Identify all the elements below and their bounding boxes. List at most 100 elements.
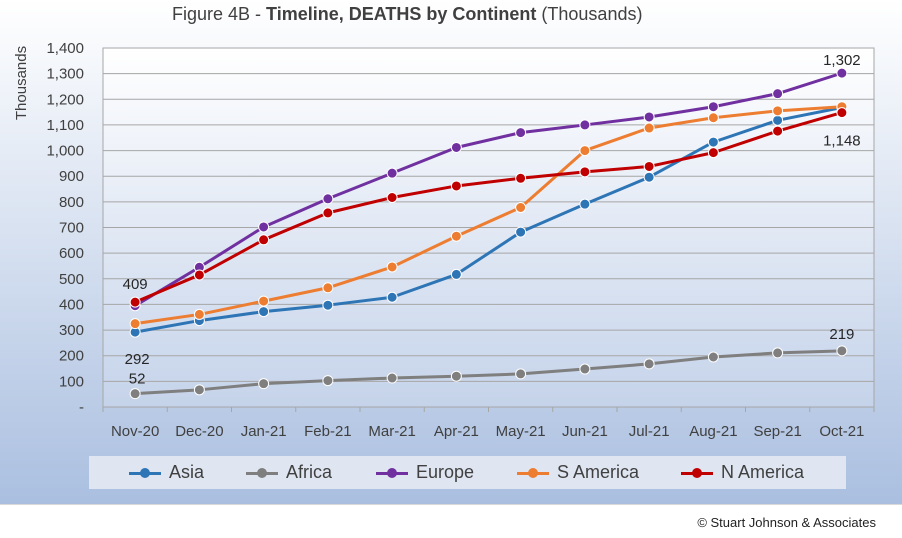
x-tick-label: Aug-21 (689, 423, 737, 440)
legend-label: Asia (169, 462, 205, 482)
data-point-n-america (450, 180, 462, 192)
legend-label: Africa (286, 462, 333, 482)
data-point-n-america (129, 296, 141, 308)
series-line-europe (134, 71, 843, 307)
series-lines (129, 67, 848, 400)
y-tick-label: 500 (59, 271, 84, 288)
legend-swatch (681, 466, 713, 480)
divider (0, 504, 902, 505)
data-point-n-america (836, 107, 848, 119)
data-point-africa (258, 378, 270, 390)
x-tick-label: Apr-21 (434, 423, 479, 440)
data-point-europe (772, 88, 784, 100)
title-bold: Timeline, DEATHS by Continent (266, 4, 537, 24)
data-point-n-america (193, 269, 205, 281)
data-label: 292 (125, 351, 150, 368)
series-line-s-america (134, 105, 842, 326)
data-point-africa (129, 388, 141, 400)
data-labels: 409 292 52 1,302 1,148 219 (123, 52, 861, 388)
data-point-n-america (322, 207, 334, 219)
data-point-asia (643, 171, 655, 183)
data-point-asia (579, 198, 591, 210)
data-point-asia (515, 226, 527, 238)
data-point-n-america (772, 125, 784, 137)
data-point-s-america (322, 282, 334, 294)
data-label: 1,302 (823, 52, 861, 69)
data-point-africa (450, 370, 462, 382)
data-point-africa (643, 358, 655, 370)
data-point-africa (772, 347, 784, 359)
y-tick-label: - (79, 399, 84, 416)
x-tick-label: Sep-21 (753, 423, 801, 440)
data-point-n-america (579, 166, 591, 178)
y-axis-ticks: - 100 200 300 400 500 600 700 800 900 1,000 1,100 1,… (46, 40, 84, 416)
legend-label: S America (557, 462, 640, 482)
x-tick-label: Jul-21 (629, 423, 670, 440)
legend-marker (140, 467, 150, 478)
data-point-s-america (450, 230, 462, 242)
data-point-n-america (643, 160, 655, 172)
data-point-s-america (193, 308, 205, 320)
data-point-asia (450, 268, 462, 280)
y-tick-label: 1,300 (46, 66, 84, 83)
data-point-africa (836, 345, 848, 357)
data-point-europe (579, 119, 591, 131)
x-tick-label: Mar-21 (368, 423, 416, 440)
data-point-africa (515, 368, 527, 380)
legend-marker (692, 467, 702, 478)
legend-swatch (376, 466, 408, 480)
legend-swatch (129, 466, 161, 480)
legend: Asia Africa Europe S America N America (89, 456, 846, 489)
series-line-asia (134, 106, 843, 334)
data-point-s-america (707, 112, 719, 124)
data-point-asia (386, 291, 398, 303)
data-point-europe (643, 111, 655, 123)
y-tick-label: 100 (59, 373, 84, 390)
legend-label: Europe (416, 462, 475, 482)
y-tick-label: 1,400 (46, 40, 84, 57)
data-point-s-america (258, 295, 270, 307)
data-point-n-america (515, 172, 527, 184)
legend-item: N America (681, 456, 804, 489)
data-point-s-america (129, 318, 141, 330)
data-label: 52 (129, 371, 146, 388)
legend-item: Asia (129, 456, 204, 489)
y-tick-label: 700 (59, 220, 84, 237)
y-tick-label: 200 (59, 348, 84, 365)
data-point-s-america (386, 261, 398, 273)
y-tick-label: 1,100 (46, 117, 84, 134)
data-label: 1,148 (823, 133, 861, 150)
data-point-europe (322, 193, 334, 205)
legend-item: Africa (246, 456, 332, 489)
legend-marker (528, 467, 538, 478)
data-point-europe (450, 141, 462, 153)
data-point-europe (707, 101, 719, 113)
x-tick-label: Jan-21 (241, 423, 287, 440)
data-point-n-america (258, 234, 270, 246)
legend-marker (387, 467, 397, 478)
x-tick-label: May-21 (496, 423, 546, 440)
copyright-footer: © Stuart Johnson & Associates (697, 515, 876, 530)
data-point-africa (386, 372, 398, 384)
data-point-europe (258, 221, 270, 233)
legend-item: S America (517, 456, 639, 489)
data-point-asia (322, 299, 334, 311)
data-point-europe (515, 127, 527, 139)
legend-swatch (517, 466, 549, 480)
legend-item: Europe (376, 456, 474, 489)
legend-marker (257, 467, 267, 478)
chart-title: Figure 4B - Timeline, DEATHS by Continen… (172, 4, 642, 25)
data-point-asia (258, 306, 270, 318)
x-tick-label: Oct-21 (819, 423, 864, 440)
data-point-n-america (386, 191, 398, 203)
y-tick-label: 800 (59, 194, 84, 211)
data-point-asia (772, 114, 784, 126)
data-point-asia (707, 136, 719, 148)
x-tick-label: Nov-20 (111, 423, 159, 440)
series-line-africa (135, 349, 842, 396)
y-tick-label: 300 (59, 322, 84, 339)
data-label: 409 (123, 276, 148, 293)
data-point-africa (193, 384, 205, 396)
